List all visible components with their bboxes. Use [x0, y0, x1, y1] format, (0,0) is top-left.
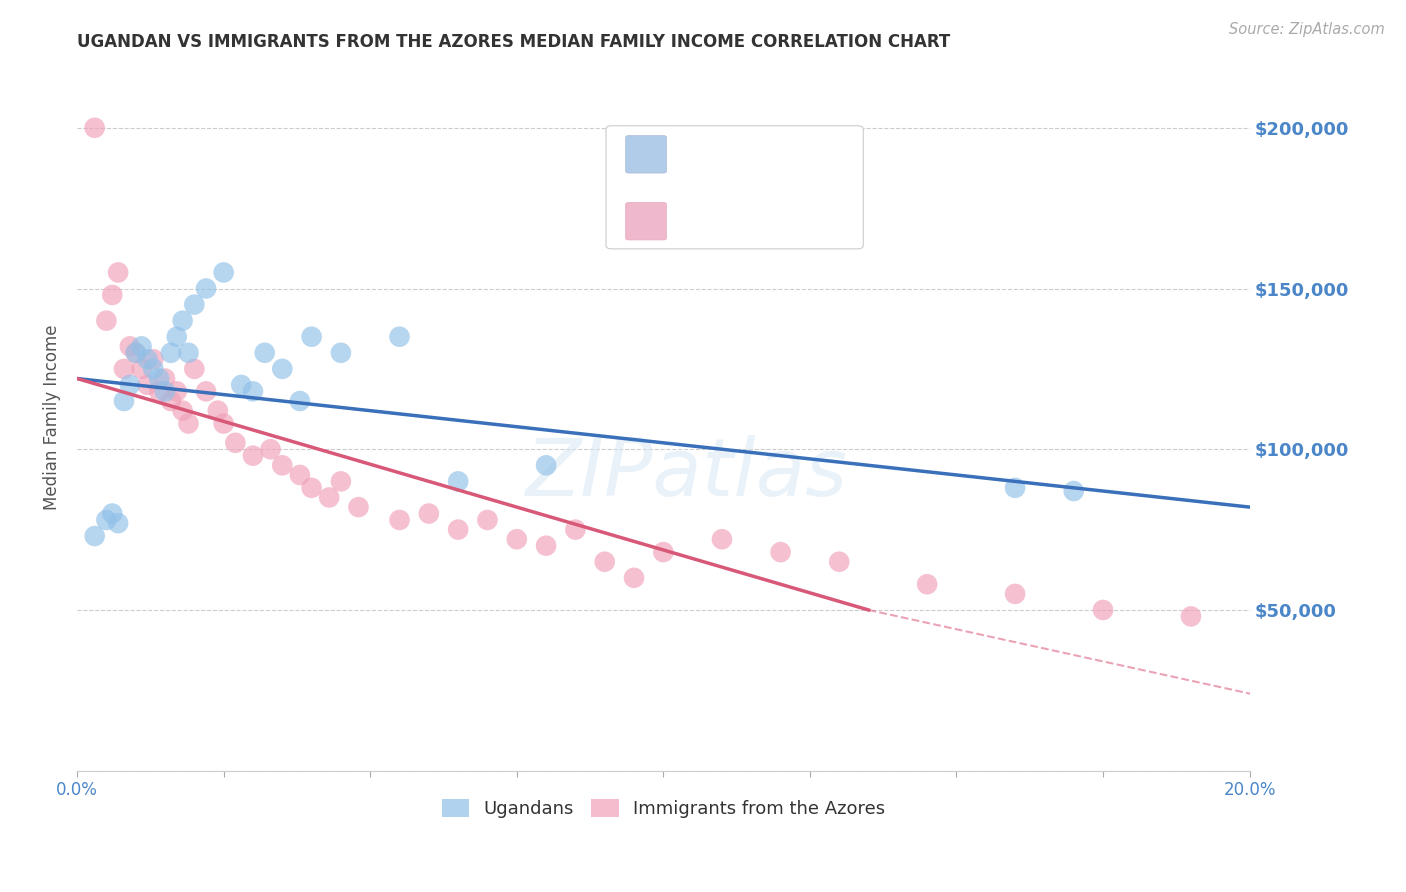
Ugandans — [212, 265, 235, 279]
Immigrants from the Azores — [388, 513, 411, 527]
Immigrants from the Azores — [593, 555, 616, 569]
Ugandans — [118, 378, 141, 392]
Ugandans — [160, 346, 183, 360]
Ugandans — [148, 371, 170, 385]
Text: R =: R = — [675, 145, 714, 163]
Immigrants from the Azores — [477, 513, 499, 527]
Ugandans — [107, 516, 129, 531]
Immigrants from the Azores — [118, 339, 141, 353]
Ugandans — [83, 529, 105, 543]
Immigrants from the Azores — [172, 403, 194, 417]
Immigrants from the Azores — [710, 533, 733, 547]
Immigrants from the Azores — [828, 555, 851, 569]
Immigrants from the Azores — [136, 378, 159, 392]
Immigrants from the Azores — [125, 346, 148, 360]
Text: UGANDAN VS IMMIGRANTS FROM THE AZORES MEDIAN FAMILY INCOME CORRELATION CHART: UGANDAN VS IMMIGRANTS FROM THE AZORES ME… — [77, 33, 950, 51]
Ugandans — [177, 346, 200, 360]
Text: Source: ZipAtlas.com: Source: ZipAtlas.com — [1229, 22, 1385, 37]
Ugandans — [136, 352, 159, 367]
Immigrants from the Azores — [769, 545, 792, 559]
Immigrants from the Azores — [288, 467, 311, 482]
Legend: Ugandans, Immigrants from the Azores: Ugandans, Immigrants from the Azores — [434, 791, 893, 825]
Ugandans — [288, 394, 311, 409]
Ugandans — [101, 507, 124, 521]
Immigrants from the Azores — [224, 435, 246, 450]
Immigrants from the Azores — [915, 577, 938, 591]
Immigrants from the Azores — [318, 491, 340, 505]
Ugandans — [112, 394, 135, 409]
Ugandans — [242, 384, 264, 399]
Text: -0.167: -0.167 — [713, 145, 778, 163]
Ugandans — [1063, 483, 1085, 498]
Text: -0.391: -0.391 — [713, 194, 778, 212]
Ugandans — [125, 346, 148, 360]
Text: ZIPatlas: ZIPatlas — [526, 434, 848, 513]
Ugandans — [388, 330, 411, 344]
Ugandans — [195, 281, 218, 295]
Text: 36: 36 — [808, 145, 834, 163]
Ugandans — [1004, 481, 1026, 495]
Immigrants from the Azores — [195, 384, 218, 399]
Immigrants from the Azores — [652, 545, 675, 559]
Immigrants from the Azores — [101, 288, 124, 302]
Ugandans — [329, 346, 352, 360]
Ugandans — [142, 362, 165, 376]
Text: 47: 47 — [808, 194, 834, 212]
Ugandans — [96, 513, 118, 527]
Immigrants from the Azores — [153, 371, 176, 385]
Immigrants from the Azores — [160, 394, 183, 409]
Ugandans — [172, 313, 194, 327]
Immigrants from the Azores — [107, 265, 129, 279]
Immigrants from the Azores — [506, 533, 529, 547]
Ugandans — [166, 330, 188, 344]
Immigrants from the Azores — [83, 120, 105, 135]
Immigrants from the Azores — [112, 362, 135, 376]
Ugandans — [231, 378, 253, 392]
Immigrants from the Azores — [242, 449, 264, 463]
Immigrants from the Azores — [177, 417, 200, 431]
Immigrants from the Azores — [96, 313, 118, 327]
Immigrants from the Azores — [623, 571, 645, 585]
Ugandans — [183, 297, 205, 311]
Immigrants from the Azores — [271, 458, 294, 473]
Immigrants from the Azores — [166, 384, 188, 399]
Immigrants from the Azores — [564, 523, 586, 537]
Y-axis label: Median Family Income: Median Family Income — [44, 325, 60, 510]
Immigrants from the Azores — [447, 523, 470, 537]
Ugandans — [534, 458, 557, 473]
Immigrants from the Azores — [1004, 587, 1026, 601]
Text: N =: N = — [766, 194, 818, 212]
Ugandans — [253, 346, 276, 360]
Immigrants from the Azores — [301, 481, 323, 495]
Immigrants from the Azores — [142, 352, 165, 367]
Ugandans — [301, 330, 323, 344]
Immigrants from the Azores — [1180, 609, 1202, 624]
Text: R =: R = — [675, 194, 714, 212]
Immigrants from the Azores — [534, 539, 557, 553]
Immigrants from the Azores — [1092, 603, 1115, 617]
Ugandans — [271, 362, 294, 376]
Immigrants from the Azores — [347, 500, 370, 515]
Immigrants from the Azores — [329, 475, 352, 489]
Immigrants from the Azores — [183, 362, 205, 376]
Immigrants from the Azores — [418, 507, 440, 521]
Ugandans — [447, 475, 470, 489]
Ugandans — [131, 339, 153, 353]
Text: N =: N = — [766, 145, 818, 163]
Immigrants from the Azores — [207, 403, 229, 417]
Immigrants from the Azores — [259, 442, 281, 457]
Immigrants from the Azores — [212, 417, 235, 431]
Immigrants from the Azores — [131, 362, 153, 376]
Immigrants from the Azores — [148, 384, 170, 399]
Ugandans — [153, 384, 176, 399]
